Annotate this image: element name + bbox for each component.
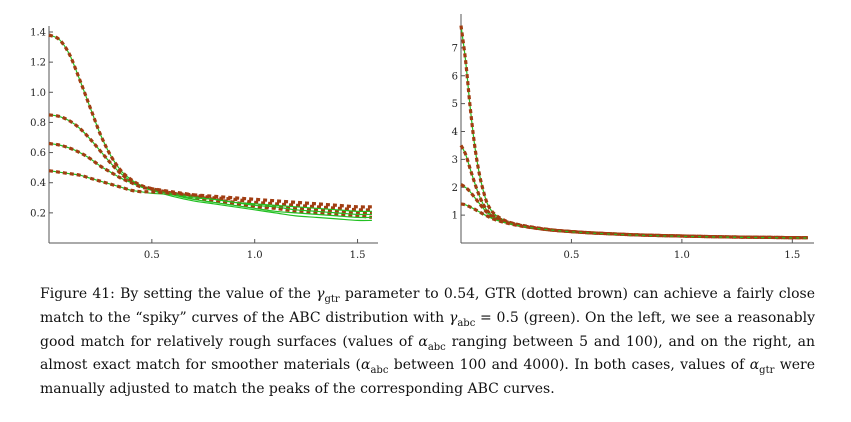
x-tick-label: 1.5 xyxy=(784,250,800,260)
y-tick-label: 1.4 xyxy=(30,28,46,39)
right-plot: 0.5 1.0 1.5 1 2 3 4 5 6 7 xyxy=(452,14,814,260)
figure-caption: Figure 41: By setting the value of the γ… xyxy=(40,285,815,399)
x-tick-label: 1.0 xyxy=(247,250,263,260)
caption-text: between 100 and 4000). In both cases, va… xyxy=(388,357,750,374)
gamma-symbol: γ xyxy=(316,286,325,302)
y-tick-label: 1.0 xyxy=(30,88,46,99)
y-tick-label: 2 xyxy=(452,183,458,194)
gtr-curve xyxy=(460,183,808,240)
abc-curve xyxy=(460,203,808,239)
y-tick-label: 0.2 xyxy=(30,208,46,219)
gtr-curve xyxy=(48,141,372,212)
left-plot: 0.5 1.0 1.5 0.2 0.4 0.6 0.8 1.0 1.2 1.4 xyxy=(30,26,378,260)
y-tick-label: 0.6 xyxy=(30,148,46,159)
x-tick-label: 0.5 xyxy=(144,250,160,260)
gtr-subscript: gtr xyxy=(324,293,340,305)
x-tick-label: 1.0 xyxy=(674,250,690,260)
gtr-curve xyxy=(48,169,372,209)
y-tick-label: 4 xyxy=(452,127,458,138)
abc-subscript: abc xyxy=(457,317,476,329)
caption-label: Figure 41: xyxy=(40,286,115,302)
y-tick-label: 6 xyxy=(452,71,458,82)
x-tick-label: 1.5 xyxy=(350,250,366,260)
alpha-symbol: α xyxy=(360,357,371,374)
y-tick-label: 0.4 xyxy=(30,178,46,189)
alpha-symbol: α xyxy=(749,357,760,374)
gtr-subscript: gtr xyxy=(759,365,775,377)
abc-curve xyxy=(48,114,372,219)
abc-subscript: abc xyxy=(370,365,389,377)
abc-curve xyxy=(460,25,808,239)
x-tick-label: 0.5 xyxy=(563,250,579,260)
abc-curve xyxy=(48,170,372,213)
y-tick-label: 1.2 xyxy=(30,58,46,69)
y-tick-label: 3 xyxy=(452,155,458,166)
gtr-curve xyxy=(48,33,373,219)
caption-text: ranging between 5 and 100), and on the r… xyxy=(40,333,815,374)
gtr-curve xyxy=(459,25,808,240)
y-tick-label: 1 xyxy=(452,211,458,222)
y-tick-label: 5 xyxy=(452,99,458,110)
abc-curve xyxy=(460,183,808,239)
gtr-curve xyxy=(460,202,808,240)
abc-subscript: abc xyxy=(427,341,446,353)
y-tick-label: 0.8 xyxy=(30,118,46,129)
gamma-symbol: γ xyxy=(448,309,458,326)
caption-text: parameter to 0.54, GTR (dotted brown) ca… xyxy=(40,286,815,326)
caption-text: By setting the value of the xyxy=(114,286,317,302)
caption-text: = 0.5 (green). On the left, we see a rea… xyxy=(40,309,816,350)
alpha-symbol: α xyxy=(418,333,428,350)
caption-text: were manually adjusted to match the peak… xyxy=(40,357,815,398)
y-tick-label: 7 xyxy=(452,43,458,54)
